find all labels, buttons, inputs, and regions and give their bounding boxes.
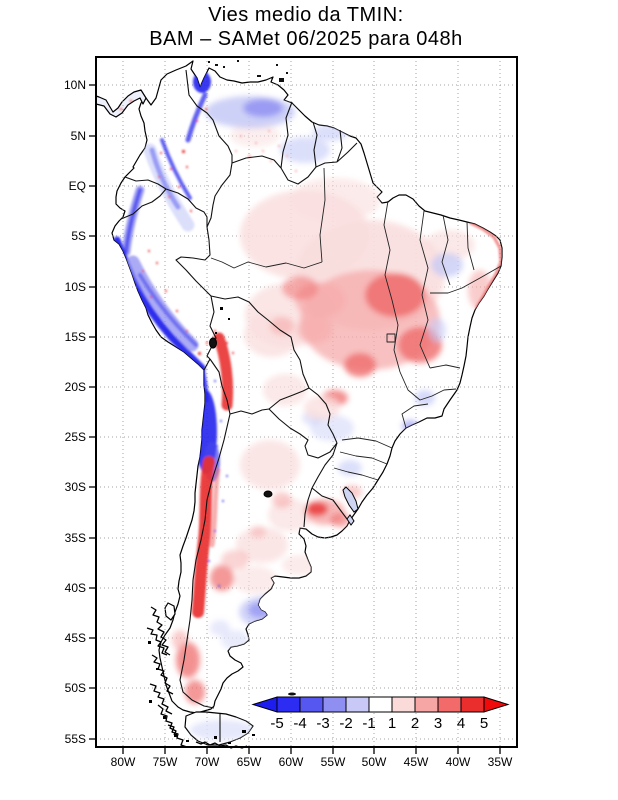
colorbar-labels: -5 -4 -3 -2 -1 1 2 3 4 5 bbox=[270, 715, 488, 732]
x-axis-labels: 80W 75W 70W 65W 60W 55W 50W 45W 40W 35W bbox=[111, 755, 513, 769]
colorbar-label: -2 bbox=[339, 715, 352, 732]
chiloe-island bbox=[164, 602, 176, 621]
lat-label: EQ bbox=[69, 179, 86, 193]
y-axis-labels: 10N 5N EQ 5S 10S 15S 20S 25S 30S 35S 40S… bbox=[64, 78, 86, 746]
lat-label: 20S bbox=[65, 380, 86, 394]
country-borders bbox=[120, 69, 358, 742]
colorbar-segment bbox=[345, 696, 370, 713]
lagoa-mirim bbox=[346, 514, 355, 526]
lat-label: 55S bbox=[65, 732, 86, 746]
lat-label: 45S bbox=[65, 631, 86, 645]
lake-titicaca bbox=[209, 337, 217, 349]
colorbar-label: 3 bbox=[434, 715, 442, 732]
axis-ticks bbox=[89, 84, 501, 754]
lat-label: 30S bbox=[65, 480, 86, 494]
lon-label: 40W bbox=[446, 755, 471, 769]
mar-chiquita-lake bbox=[263, 490, 273, 498]
colorbar-segment bbox=[460, 696, 485, 713]
plot-title-line2: BAM – SAMet 06/2025 para 048h bbox=[149, 28, 463, 50]
bias-field-shading bbox=[113, 71, 502, 740]
plot-frame bbox=[95, 56, 518, 748]
lon-label: 60W bbox=[279, 755, 304, 769]
colorbar-segment bbox=[414, 696, 439, 713]
colorbar-label: -1 bbox=[362, 715, 375, 732]
lat-label: 15S bbox=[65, 330, 86, 344]
lat-label: 5S bbox=[71, 229, 86, 243]
lon-label: 70W bbox=[195, 755, 220, 769]
lat-label: 10S bbox=[65, 280, 86, 294]
colorbar-segment bbox=[368, 696, 393, 713]
lat-label: 25S bbox=[65, 430, 86, 444]
caribbean-islands bbox=[208, 60, 296, 696]
colorbar-segment bbox=[322, 696, 347, 713]
lon-label: 65W bbox=[237, 755, 262, 769]
colorbar-segment bbox=[391, 696, 416, 713]
colorbar-segment bbox=[437, 696, 462, 713]
lon-label: 45W bbox=[404, 755, 429, 769]
colorbar-label: 1 bbox=[388, 715, 396, 732]
colorbar-label: -3 bbox=[316, 715, 329, 732]
lat-label: 50S bbox=[65, 681, 86, 695]
plot-title-line1: Vies medio da TMIN: bbox=[208, 4, 404, 26]
lon-label: 55W bbox=[321, 755, 346, 769]
lat-label: 5N bbox=[71, 129, 86, 143]
state-borders bbox=[210, 167, 502, 481]
colorbar-label: 2 bbox=[411, 715, 419, 732]
falkland-islands bbox=[288, 692, 296, 696]
lon-label: 35W bbox=[488, 755, 513, 769]
lon-label: 80W bbox=[111, 755, 136, 769]
lon-label: 50W bbox=[362, 755, 387, 769]
lakes bbox=[209, 337, 359, 526]
lat-label: 10N bbox=[64, 78, 86, 92]
lon-label: 75W bbox=[153, 755, 178, 769]
colorbar-label: 5 bbox=[480, 715, 488, 732]
colorbar-label: -4 bbox=[293, 715, 306, 732]
lagoa-dos-patos bbox=[342, 486, 359, 513]
colorbar-label: 4 bbox=[457, 715, 465, 732]
colorbar-label: -5 bbox=[270, 715, 283, 732]
colorbar-right-arrow bbox=[483, 696, 510, 713]
colorbar-segment bbox=[299, 696, 324, 713]
panama-coastline bbox=[95, 89, 147, 118]
colorbar-segment bbox=[276, 696, 301, 713]
colorbar-left-arrow bbox=[251, 696, 278, 713]
colorbar: -5 -4 -3 -2 -1 1 2 3 4 5 bbox=[251, 696, 510, 732]
lat-label: 35S bbox=[65, 531, 86, 545]
lat-label: 40S bbox=[65, 581, 86, 595]
